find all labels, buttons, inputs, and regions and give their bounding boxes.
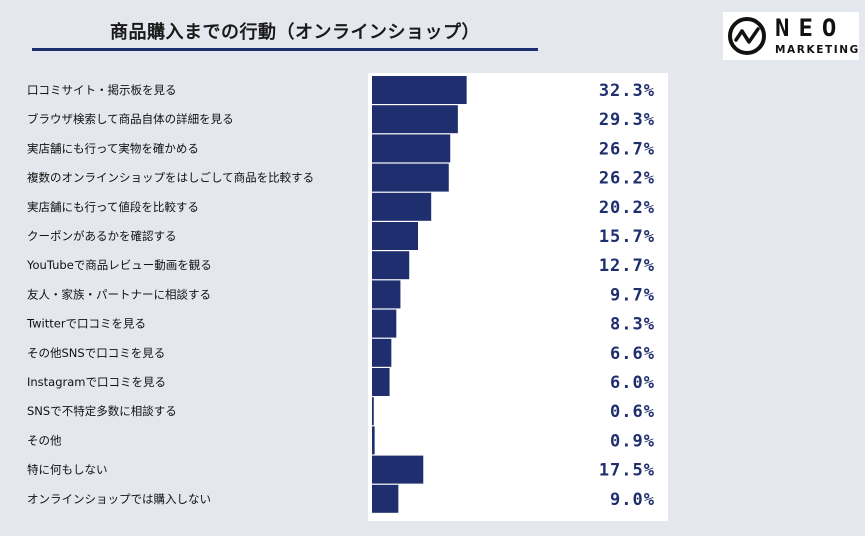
value-label: 8.3% [610, 315, 655, 335]
bar [372, 426, 375, 455]
title-underline [32, 48, 538, 51]
value-label: 20.2% [599, 198, 655, 218]
value-label: 26.2% [599, 169, 655, 189]
bar [372, 484, 399, 513]
bar [372, 251, 410, 280]
bar [372, 397, 374, 426]
bar [372, 280, 401, 309]
value-label: 6.6% [610, 344, 655, 364]
bar [372, 309, 397, 338]
category-label: オンラインショップでは購入しない [27, 492, 211, 506]
category-label: 実店舗にも行って実物を確かめる [27, 141, 199, 155]
value-label: 26.7% [599, 139, 655, 159]
value-label: 6.0% [610, 373, 655, 393]
category-labels: 口コミサイト・掲示板を見るブラウザ検索して商品自体の詳細を見る実店舗にも行って実… [26, 83, 314, 506]
category-label: クーポンがあるかを確認する [27, 229, 177, 243]
bar [372, 163, 449, 192]
value-label: 17.5% [599, 461, 655, 481]
value-labels: 32.3% 29.3% 26.7% 26.2% 20.2% 15.7% 12.7% 9.7% 8… [599, 81, 655, 510]
category-label: 友人・家族・パートナーに相談する [27, 287, 211, 301]
category-label: その他 [27, 433, 62, 447]
category-label: 特に何もしない [27, 463, 108, 477]
logo-subtitle: MARKETING [775, 44, 860, 56]
bar [372, 134, 451, 163]
value-label: 12.7% [599, 256, 655, 276]
bar [372, 105, 458, 134]
category-label: SNSで不特定多数に相談する [27, 404, 177, 418]
bar [372, 368, 390, 396]
page-title: 商品購入までの行動（オンラインショップ） [110, 22, 480, 43]
category-label: 複数のオンラインショップをはしごして商品を比較する [27, 171, 314, 185]
bar [372, 192, 432, 221]
value-label: 9.0% [610, 490, 655, 510]
logo-wordmark: NEO [775, 14, 846, 42]
brand-logo: NEO MARKETING [723, 12, 859, 60]
bars [372, 76, 467, 513]
bar [372, 455, 424, 484]
bar [372, 76, 467, 104]
category-label: 口コミサイト・掲示板を見る [27, 83, 177, 97]
value-label: 0.6% [610, 402, 655, 422]
value-label: 9.7% [610, 285, 655, 305]
category-label: ブラウザ検索して商品自体の詳細を見る [27, 112, 234, 126]
bar [372, 338, 392, 367]
value-label: 32.3% [599, 81, 655, 101]
category-label: Instagramで口コミを見る [27, 375, 166, 389]
category-label: その他SNSで口コミを見る [27, 346, 165, 360]
value-label: 0.9% [610, 431, 655, 451]
bar [372, 222, 419, 250]
category-label: 実店舗にも行って値段を比較する [27, 200, 199, 214]
category-label: Twitterで口コミを見る [26, 317, 146, 331]
category-label: YouTubeで商品レビュー動画を観る [26, 258, 212, 272]
pulse-circle-icon [728, 17, 766, 55]
value-label: 15.7% [599, 227, 655, 247]
value-label: 29.3% [599, 110, 655, 130]
